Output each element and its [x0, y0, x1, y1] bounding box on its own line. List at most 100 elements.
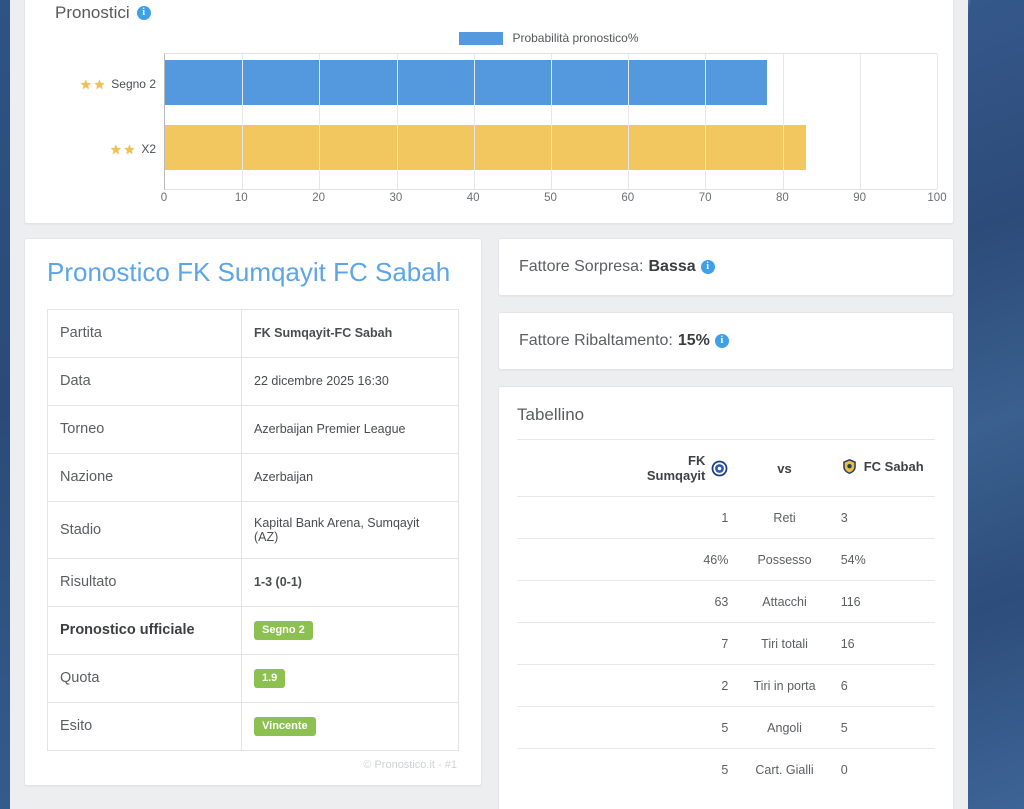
x-tick-label: 80: [775, 192, 789, 204]
table-row: Quota 1.9: [47, 653, 459, 703]
table-row: Torneo Azerbaijan Premier League: [47, 404, 459, 454]
table-row: 46% Possesso 54%: [517, 538, 936, 581]
chart-gridline: [937, 54, 938, 189]
chart-gridline: [396, 54, 398, 189]
chart-legend: Probabilità pronostico%: [41, 25, 937, 51]
table-row: 7 Tiri totali 16: [517, 622, 936, 665]
status-badge: Segno 2: [254, 620, 313, 640]
chart-plot: [164, 53, 938, 190]
chart-gridline: [242, 54, 244, 189]
chart-y-axis-labels: ★ ★ Segno 2 ★ ★ X2: [41, 53, 164, 190]
tabellino-heading: Tabellino: [517, 405, 585, 424]
chart-plot-wrapper: ★ ★ Segno 2 ★ ★ X2 0 10 20 30 40 50 60 70 80 90 100: [41, 53, 947, 204]
fattore-sorpresa-card: Fattore Sorpresa: Bassa: [498, 238, 955, 296]
table-row: 5 Cart. Gialli 0: [517, 748, 936, 791]
page-left-accent-bar: [0, 0, 10, 809]
fattore-ribaltamento-value: 15%: [677, 332, 710, 349]
away-team-name: FC Sabah: [863, 459, 924, 474]
chart-gridline: [782, 54, 784, 189]
info-icon[interactable]: [136, 6, 151, 20]
info-row-key: Partita: [47, 308, 242, 358]
tabellino-spacer-header: [517, 439, 635, 497]
tabellino-away-value: 54%: [834, 538, 936, 581]
tabellino-spacer-cell: [517, 748, 635, 791]
table-row: Risultato 1-3 (0-1): [47, 557, 459, 607]
star-icon: ★: [93, 76, 106, 92]
tabellino-spacer-cell: [517, 580, 635, 623]
x-tick-label: 10: [234, 192, 248, 204]
table-row: 63 Attacchi 116: [517, 580, 936, 623]
legend-swatch-probabilita: [459, 31, 504, 45]
info-row-key: Pronostico ufficiale: [47, 605, 242, 655]
info-row-value: FK Sumqayit-FC Sabah: [241, 308, 459, 358]
tabellino-stat-label: Attacchi: [734, 580, 835, 623]
info-row-key: Nazione: [47, 452, 242, 502]
info-row-value: Kapital Bank Arena, Sumqayit (AZ): [241, 500, 459, 559]
pronostici-chart-card: Pronostici Probabilità pronostico% ★★ Se…: [24, 0, 954, 224]
tabellino-home-value: 46%: [634, 538, 735, 581]
x-tick-label: 20: [312, 192, 325, 204]
star-icon: ★: [79, 76, 92, 92]
tabellino-home-value: 5: [634, 748, 735, 791]
right-column: Fattore Sorpresa: Bassa Fattore Ribaltam…: [498, 238, 955, 809]
tabellino-stat-label: Cart. Gialli: [734, 748, 835, 791]
tabellino-away-value: 16: [834, 622, 936, 665]
info-row-value: 1-3 (0-1): [241, 557, 459, 607]
table-row: Pronostico ufficiale Segno 2: [47, 605, 459, 655]
legend-label-probabilita: Probabilità pronostico%: [512, 31, 639, 45]
table-row: 2 Tiri in porta 6: [517, 664, 936, 707]
info-row-key: Torneo: [47, 404, 242, 454]
star-icon: ★: [110, 141, 122, 157]
tabellino-stat-label: Tiri totali: [734, 622, 835, 665]
info-icon[interactable]: [714, 334, 729, 348]
table-row: 5 Angoli 5: [517, 706, 936, 749]
tabellino-header-row: FK Sumqayit vs: [517, 439, 936, 497]
chart-gridline: [319, 54, 321, 189]
info-row-key: Risultato: [47, 557, 242, 607]
table-row: Partita FK Sumqayit-FC Sabah: [47, 308, 459, 358]
fk-sumqayit-crest-icon: [711, 460, 728, 476]
tabellino-spacer-cell: [517, 538, 635, 581]
pronostico-heading: Pronostico FK Sumqayit FC Sabah: [47, 257, 451, 287]
tabellino-home-value: 63: [634, 580, 735, 623]
info-row-key: Esito: [47, 701, 242, 751]
chart-gridline: [473, 54, 475, 189]
x-tick-label: 0: [160, 192, 168, 204]
tabellino-spacer-cell: [517, 496, 635, 539]
info-row-key: Quota: [47, 653, 242, 703]
tabellino-stat-label: Tiri in porta: [734, 664, 835, 707]
chart-gridline: [628, 54, 630, 189]
fattore-sorpresa-value: Bassa: [648, 258, 696, 275]
x-tick-label: 40: [466, 192, 480, 204]
copyright-note: © Pronostico.it - #1: [363, 758, 457, 771]
fattore-ribaltamento-card: Fattore Ribaltamento: 15%: [498, 312, 955, 370]
home-team-name: FK Sumqayit: [646, 453, 706, 483]
tabellino-away-value: 5: [834, 706, 936, 749]
tabellino-card: Tabellino FK Sumqayit: [498, 386, 955, 809]
tabellino-table: FK Sumqayit vs: [517, 439, 936, 791]
pronostico-card: Pronostico FK Sumqayit FC Sabah Partita F…: [24, 238, 482, 786]
tabellino-away-value: 6: [834, 664, 936, 707]
x-tick-label: 30: [389, 192, 403, 204]
info-row-value: Azerbaijan: [241, 452, 459, 502]
info-icon[interactable]: [700, 260, 715, 274]
tabellino-home-value: 2: [634, 664, 735, 707]
tabellino-stat-label: Angoli: [734, 706, 835, 749]
info-row-key: Stadio: [47, 500, 242, 559]
x-tick-label: 90: [853, 192, 867, 204]
table-row: Nazione Azerbaijan: [47, 452, 459, 502]
info-row-value: Vincente: [241, 701, 459, 751]
status-badge: 1.9: [254, 668, 286, 688]
tabellino-home-value: 7: [634, 622, 735, 665]
fattore-sorpresa-label: Fattore Sorpresa:: [519, 258, 644, 275]
page-right-background: [968, 0, 1024, 809]
tabellino-stat-label: Possesso: [734, 538, 835, 581]
x-tick-label: 100: [927, 192, 947, 204]
tabellino-away-value: 0: [834, 748, 936, 791]
tabellino-away-value: 3: [834, 496, 936, 539]
info-row-value: 1.9: [241, 653, 459, 703]
main-columns: Pronostico FK Sumqayit FC Sabah Partita F…: [24, 238, 955, 809]
table-row: Stadio Kapital Bank Arena, Sumqayit (AZ): [47, 500, 459, 559]
x-tick-label: 50: [544, 192, 557, 204]
tabellino-away-header: FC Sabah: [834, 439, 936, 497]
